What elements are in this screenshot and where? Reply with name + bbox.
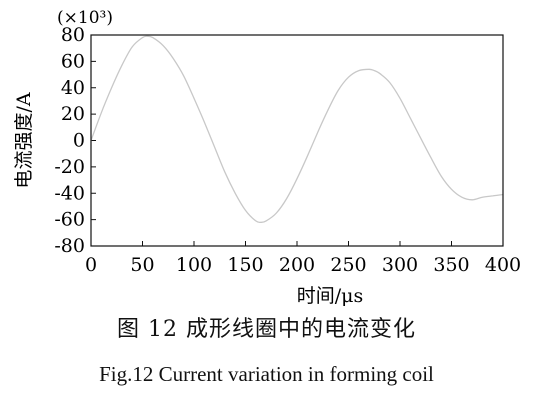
current-series-line [90,35,504,224]
y-axis-ticks: 80 60 40 20 0 -20 -40 -60 -80 [54,24,96,257]
x-tick-label: 350 [433,254,469,276]
x-tick-label: 100 [176,254,212,276]
y-tick-label: 20 [61,103,85,125]
x-tick-label: 0 [85,254,97,276]
y-tick-label: 0 [73,130,85,152]
x-tick-label: 200 [279,254,315,276]
figure-caption-chinese: 图 12 成形线圈中的电流变化 [117,317,416,342]
y-tick-label: -60 [54,209,85,231]
y-axis-label: 电流强度/A [13,92,35,188]
figure-caption-english: Fig.12 Current variation in forming coil [99,362,434,386]
y-tick-label: 40 [61,77,85,99]
x-tick-label: 150 [227,254,263,276]
y-tick-label: -20 [54,156,85,178]
x-tick-label: 300 [382,254,418,276]
x-axis-ticks: 0 50 100 150 200 250 300 350 400 [85,241,521,276]
y-multiplier-label: (×10³) [57,8,113,28]
y-tick-label: 80 [61,24,85,46]
x-axis-label: 时间/μs [297,285,364,307]
x-tick-label: 250 [330,254,366,276]
y-tick-label: -40 [54,182,85,204]
plot-frame [90,34,504,247]
y-tick-label: 60 [61,50,85,72]
x-tick-label: 400 [485,254,521,276]
x-tick-label: 50 [130,254,154,276]
y-tick-label: -80 [54,235,85,257]
